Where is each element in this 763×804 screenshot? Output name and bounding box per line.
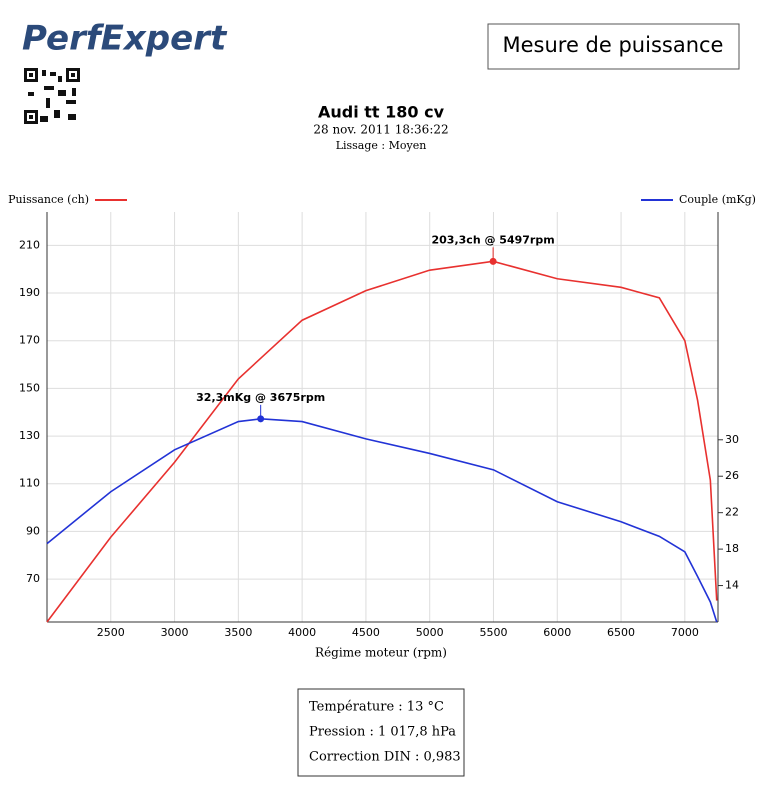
- y-tick-label: 210: [19, 238, 40, 251]
- x-tick-label: 2500: [97, 626, 125, 639]
- peak-point: [257, 415, 265, 423]
- x-tick-label: 3500: [224, 626, 252, 639]
- info-line: Température : 13 °C: [309, 700, 444, 715]
- info-line: Correction DIN : 0,983: [309, 750, 461, 765]
- x-axis-label: Régime moteur (rpm): [315, 646, 447, 660]
- heading: Mesure de puissance: [503, 33, 724, 57]
- x-tick-label: 6500: [607, 626, 635, 639]
- x-tick-label: 3000: [161, 626, 189, 639]
- x-tick-label: 4500: [352, 626, 380, 639]
- y2-tick-label: 30: [725, 433, 739, 446]
- x-tick-label: 5000: [416, 626, 444, 639]
- info-box: [297, 688, 465, 777]
- series-line: [46, 418, 718, 623]
- logo: PerfExpert: [22, 19, 228, 59]
- info-line: Pression : 1 017,8 hPa: [309, 725, 456, 740]
- annotation: 32,3mKg @ 3675rpm: [196, 391, 325, 404]
- y2-tick-label: 18: [725, 542, 739, 555]
- legend-label: Couple (mKg): [679, 193, 756, 206]
- y-tick-label: 170: [19, 334, 40, 347]
- x-tick-label: 4000: [288, 626, 316, 639]
- chart-title: Audi tt 180 cv: [318, 103, 445, 122]
- smoothing: Lissage : Moyen: [336, 139, 427, 152]
- y-tick-label: 190: [19, 286, 40, 299]
- y-tick-label: 90: [26, 524, 40, 537]
- x-tick-label: 7000: [671, 626, 699, 639]
- y2-tick-label: 14: [725, 579, 739, 592]
- qr-code: [24, 68, 80, 124]
- legend-label: Puissance (ch): [8, 193, 89, 206]
- annotation: 203,3ch @ 5497rpm: [432, 233, 555, 246]
- x-tick-label: 5500: [479, 626, 507, 639]
- y-tick-label: 70: [26, 572, 40, 585]
- chart-subtitle: 28 nov. 2011 18:36:22: [313, 123, 448, 137]
- series-line: [46, 260, 718, 623]
- x-tick-label: 6000: [543, 626, 571, 639]
- y2-tick-label: 22: [725, 506, 739, 519]
- peak-point: [489, 257, 497, 265]
- y-tick-label: 110: [19, 477, 40, 490]
- y-tick-label: 130: [19, 429, 40, 442]
- heading-box: [487, 23, 740, 70]
- y2-tick-label: 26: [725, 469, 739, 482]
- y-tick-label: 150: [19, 381, 40, 394]
